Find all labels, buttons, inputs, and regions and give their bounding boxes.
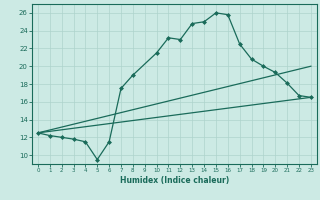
X-axis label: Humidex (Indice chaleur): Humidex (Indice chaleur) xyxy=(120,176,229,185)
